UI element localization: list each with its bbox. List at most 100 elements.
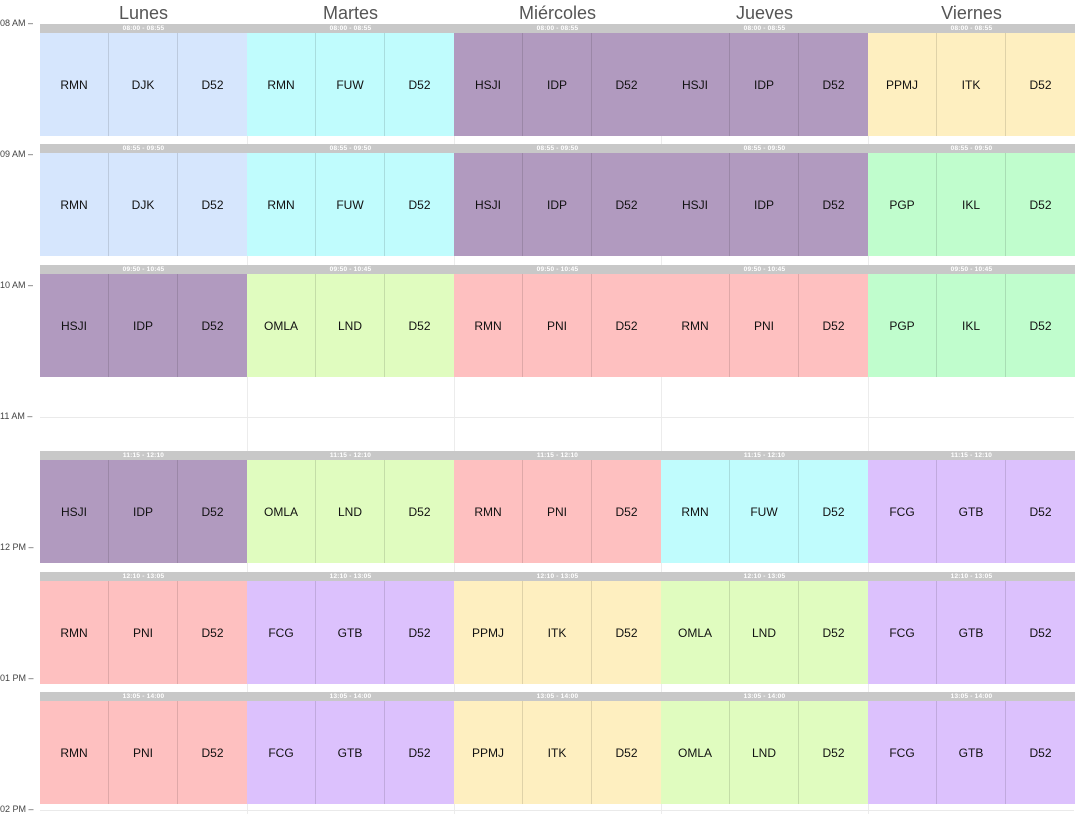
class-block[interactable]: 11:15 - 12:10 OMLA LND D52 [247,451,454,563]
class-block[interactable]: 08:55 - 09:50 RMN DJK D52 [40,144,247,256]
block-time-range: 12:10 - 13:05 [868,572,1075,581]
day-separator [661,24,662,814]
class-block[interactable]: 12:10 - 13:05 FCG GTB D52 [868,572,1075,684]
class-block[interactable]: 13:05 - 14:00 FCG GTB D52 [247,692,454,804]
block-time-range: 13:05 - 14:00 [868,692,1075,701]
day-header-2: Miércoles [518,3,597,23]
day-header-1: Martes [322,3,378,23]
class-block[interactable]: 13:05 - 14:00 FCG GTB D52 [868,692,1075,804]
block-cell: D52 [408,504,431,519]
block-cell: D52 [201,197,224,212]
block-time-range: 09:50 - 10:45 [661,265,868,274]
class-block[interactable]: 11:15 - 12:10 HSJI IDP D52 [40,451,247,563]
class-block[interactable]: 09:50 - 10:45 RMN PNI D52 [454,265,661,377]
block-time-range: 12:10 - 13:05 [661,572,868,581]
block-cell: PPMJ [868,33,937,136]
class-block[interactable]: 12:10 - 13:05 OMLA LND D52 [661,572,868,684]
class-block[interactable]: 11:15 - 12:10 RMN PNI D52 [454,451,661,563]
block-cell: FCG [868,701,937,804]
class-block[interactable]: 08:00 - 08:55 PPMJ ITK D52 [868,24,1075,136]
block-cell: D52 [408,318,431,333]
block-cell: IKL [937,274,1006,377]
class-block[interactable]: 08:00 - 08:55 HSJI IDP D52 [454,24,661,136]
class-block[interactable]: 13:05 - 14:00 OMLA LND D52 [661,692,868,804]
class-block[interactable]: 12:10 - 13:05 RMN PNI D52 [40,572,247,684]
class-block[interactable]: 08:55 - 09:50 RMN FUW D52 [247,144,454,256]
block-cell: GTB [316,701,385,804]
block-cell: FUW [730,460,799,563]
hour-gridline [40,810,1074,811]
block-time-range: 09:50 - 10:45 [868,265,1075,274]
block-time-range: 13:05 - 14:00 [40,692,247,701]
block-cell: LND [730,581,799,684]
day-separator [454,24,455,814]
block-time-range: 08:00 - 08:55 [868,24,1075,33]
block-cell: PNI [730,274,799,377]
block-cell: D52 [615,318,638,333]
class-block[interactable]: 08:55 - 09:50 PGP IKL D52 [868,144,1075,256]
block-cell: FCG [868,460,937,563]
class-block[interactable]: 09:50 - 10:45 PGP IKL D52 [868,265,1075,377]
block-cell: D52 [615,504,638,519]
block-cell: LND [316,274,385,377]
block-cell: IDP [523,33,592,136]
block-cell: RMN [454,274,523,377]
block-time-range: 11:15 - 12:10 [868,451,1075,460]
block-cell: D52 [822,77,845,92]
block-time-range: 11:15 - 12:10 [454,451,661,460]
class-block[interactable]: 12:10 - 13:05 PPMJ ITK D52 [454,572,661,684]
time-label-1: 09 AM – [0,149,34,159]
class-block[interactable]: 09:50 - 10:45 RMN PNI D52 [661,265,868,377]
block-cell: D52 [1029,625,1052,640]
class-block[interactable]: 09:50 - 10:45 OMLA LND D52 [247,265,454,377]
block-cell: PGP [868,274,937,377]
class-block[interactable]: 08:00 - 08:55 HSJI IDP D52 [661,24,868,136]
block-cell: ITK [523,581,592,684]
block-cell: D52 [1029,318,1052,333]
time-label-6: 02 PM – [0,804,34,814]
class-block[interactable]: 09:50 - 10:45 HSJI IDP D52 [40,265,247,377]
class-block[interactable]: 13:05 - 14:00 RMN PNI D52 [40,692,247,804]
block-cell: PNI [523,460,592,563]
block-cell: FUW [316,153,385,256]
block-time-range: 11:15 - 12:10 [247,451,454,460]
block-cell: D52 [408,625,431,640]
block-cell: FCG [247,701,316,804]
block-cell: OMLA [247,274,316,377]
block-cell: PNI [523,274,592,377]
class-block[interactable]: 13:05 - 14:00 PPMJ ITK D52 [454,692,661,804]
block-cell: PGP [868,153,937,256]
class-block[interactable]: 08:55 - 09:50 HSJI IDP D52 [661,144,868,256]
block-cell: D52 [201,318,224,333]
block-cell: FCG [247,581,316,684]
block-time-range: 11:15 - 12:10 [661,451,868,460]
day-separator [247,24,248,814]
block-cell: D52 [822,504,845,519]
block-cell: IDP [109,460,178,563]
block-cell: D52 [201,504,224,519]
block-cell: IDP [730,153,799,256]
class-block[interactable]: 08:55 - 09:50 HSJI IDP D52 [454,144,661,256]
class-block[interactable]: 11:15 - 12:10 RMN FUW D52 [661,451,868,563]
block-time-range: 08:00 - 08:55 [454,24,661,33]
block-time-range: 08:55 - 09:50 [40,144,247,153]
block-cell: HSJI [40,274,109,377]
block-cell: D52 [1029,77,1052,92]
block-cell: FCG [868,581,937,684]
block-cell: PNI [109,701,178,804]
block-cell: IKL [937,153,1006,256]
block-cell: RMN [661,460,730,563]
block-cell: RMN [454,460,523,563]
block-cell: RMN [40,581,109,684]
block-cell: HSJI [661,33,730,136]
block-cell: GTB [316,581,385,684]
block-cell: GTB [937,460,1006,563]
block-cell: D52 [408,197,431,212]
class-block[interactable]: 08:00 - 08:55 RMN DJK D52 [40,24,247,136]
class-block[interactable]: 11:15 - 12:10 FCG GTB D52 [868,451,1075,563]
block-cell: HSJI [454,33,523,136]
block-cell: D52 [201,625,224,640]
class-block[interactable]: 08:00 - 08:55 RMN FUW D52 [247,24,454,136]
time-label-2: 10 AM – [0,280,34,290]
class-block[interactable]: 12:10 - 13:05 FCG GTB D52 [247,572,454,684]
